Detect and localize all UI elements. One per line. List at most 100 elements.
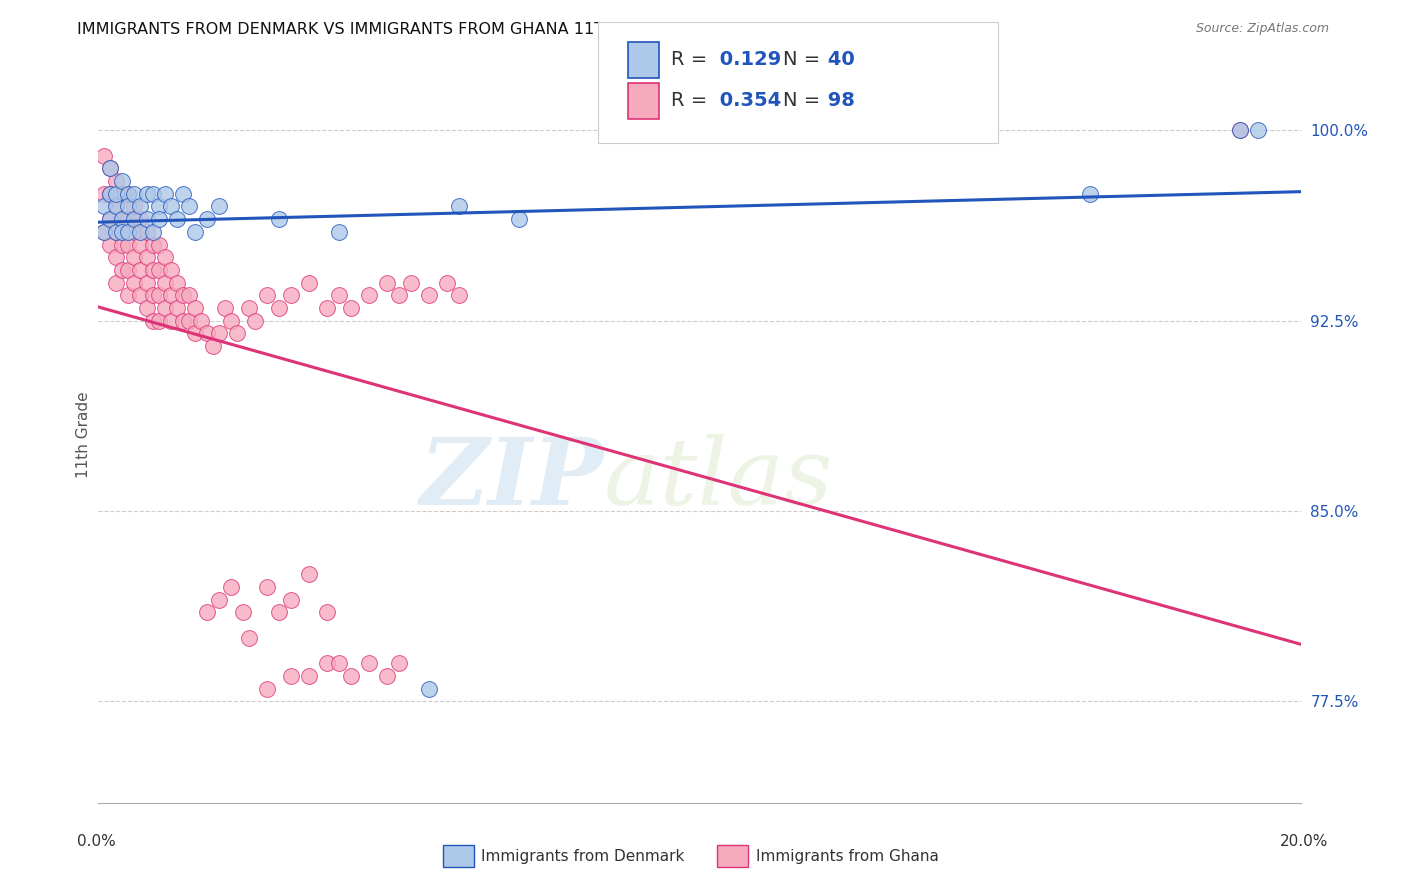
Point [340, 669, 363, 683]
Point [141, 186, 163, 201]
Point [1247, 123, 1270, 137]
Text: N =: N = [783, 91, 820, 111]
Point [141, 263, 163, 277]
Point [418, 681, 440, 696]
Point [219, 580, 242, 594]
Point [111, 174, 134, 188]
Text: 0.354: 0.354 [713, 91, 782, 111]
Point [105, 186, 128, 201]
Point [340, 301, 363, 315]
Point [172, 186, 194, 201]
Point [280, 288, 302, 302]
Point [148, 212, 170, 227]
Point [298, 567, 321, 582]
Point [166, 212, 188, 227]
Point [124, 212, 146, 227]
Point [135, 212, 157, 227]
Point [1078, 186, 1101, 201]
Point [232, 606, 254, 620]
Point [93, 186, 115, 201]
Point [105, 225, 128, 239]
Point [315, 606, 337, 620]
Point [208, 592, 231, 607]
Text: 20.0%: 20.0% [1281, 834, 1329, 848]
Point [141, 288, 163, 302]
Text: 98: 98 [821, 91, 855, 111]
Point [117, 199, 139, 213]
Y-axis label: 11th Grade: 11th Grade [76, 392, 91, 478]
Point [141, 237, 163, 252]
Point [1229, 123, 1251, 137]
Point [195, 212, 218, 227]
Text: Source: ZipAtlas.com: Source: ZipAtlas.com [1195, 22, 1329, 36]
Point [298, 276, 321, 290]
Text: R =: R = [671, 50, 707, 70]
Point [238, 301, 260, 315]
Point [177, 313, 200, 327]
Text: Immigrants from Denmark: Immigrants from Denmark [481, 849, 685, 863]
Point [100, 212, 122, 227]
Text: IMMIGRANTS FROM DENMARK VS IMMIGRANTS FROM GHANA 11TH GRADE CORRELATION CHART: IMMIGRANTS FROM DENMARK VS IMMIGRANTS FR… [77, 22, 856, 37]
Point [159, 288, 181, 302]
Point [111, 212, 134, 227]
Point [219, 313, 242, 327]
Point [105, 276, 128, 290]
Point [148, 263, 170, 277]
Point [159, 199, 181, 213]
Point [298, 669, 321, 683]
Point [124, 199, 146, 213]
Point [148, 313, 170, 327]
Point [124, 250, 146, 264]
Point [159, 313, 181, 327]
Point [447, 199, 470, 213]
Point [124, 276, 146, 290]
Point [177, 288, 200, 302]
Point [148, 199, 170, 213]
Point [105, 250, 128, 264]
Point [357, 657, 380, 671]
Point [124, 225, 146, 239]
Point [117, 186, 139, 201]
Point [93, 199, 115, 213]
Point [153, 276, 176, 290]
Point [447, 288, 470, 302]
Text: 0.129: 0.129 [713, 50, 782, 70]
Point [141, 225, 163, 239]
Point [135, 186, 157, 201]
Point [100, 212, 122, 227]
Point [183, 301, 205, 315]
Point [195, 326, 218, 341]
Point [328, 288, 350, 302]
Point [357, 288, 380, 302]
Point [111, 212, 134, 227]
Text: ZIP: ZIP [419, 434, 603, 524]
Point [105, 225, 128, 239]
Point [129, 288, 152, 302]
Text: atlas: atlas [603, 434, 832, 524]
Point [129, 199, 152, 213]
Point [117, 263, 139, 277]
Point [280, 669, 302, 683]
Point [280, 592, 302, 607]
Point [100, 186, 122, 201]
Point [93, 225, 115, 239]
Point [105, 199, 128, 213]
Point [117, 186, 139, 201]
Point [195, 606, 218, 620]
Point [111, 237, 134, 252]
Point [183, 225, 205, 239]
Point [153, 301, 176, 315]
Point [111, 186, 134, 201]
Point [141, 313, 163, 327]
Point [135, 225, 157, 239]
Point [315, 301, 337, 315]
Point [93, 149, 115, 163]
Text: 0.0%: 0.0% [77, 834, 117, 848]
Point [129, 212, 152, 227]
Point [267, 606, 290, 620]
Point [214, 301, 236, 315]
Point [129, 225, 152, 239]
Point [388, 288, 411, 302]
Point [183, 326, 205, 341]
Point [129, 237, 152, 252]
